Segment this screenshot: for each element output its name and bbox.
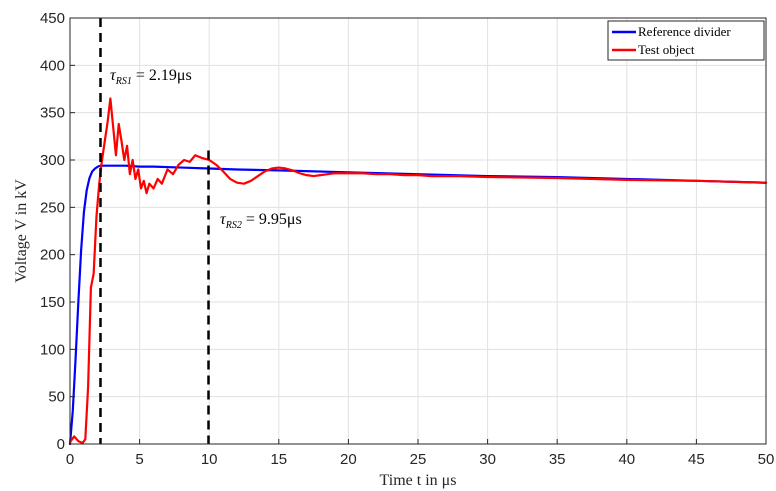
- annotation-tau-rs2-symbol: τ: [220, 211, 227, 228]
- annotation-tau-rs1: τRS1 = 2.19μs: [110, 67, 192, 87]
- y-tick-label: 150: [40, 294, 65, 311]
- annotation-lines: [99, 18, 210, 444]
- x-tick-label: 35: [549, 451, 566, 468]
- annotation-tau-rs1-value: = 2.19μs: [132, 67, 192, 84]
- y-tick-label: 250: [40, 199, 65, 216]
- annotation-tau-rs2: τRS2 = 9.95μs: [220, 211, 302, 231]
- x-tick-label: 25: [410, 451, 427, 468]
- y-tick-label: 50: [48, 389, 65, 406]
- annotation-tau-rs2-value: = 9.95μs: [242, 211, 302, 228]
- x-axis-title: Time t in μs: [380, 472, 457, 489]
- x-tick-label: 10: [201, 451, 218, 468]
- x-tick-label: 30: [479, 451, 496, 468]
- legend-label-reference-divider: Reference divider: [638, 24, 731, 39]
- legend-box: [607, 20, 765, 61]
- legend: Reference divider Test object: [607, 20, 765, 61]
- y-axis-title: Voltage V in kV: [13, 179, 30, 283]
- annotation-tau-rs1-subscript: RS1: [115, 76, 132, 87]
- y-tick-label: 200: [40, 247, 65, 264]
- x-tick-label: 0: [66, 451, 74, 468]
- annotation-tau-rs1-symbol: τ: [110, 67, 117, 84]
- series-line-test-object: [68, 97, 768, 445]
- x-tick-label: 40: [618, 451, 635, 468]
- y-tick-label: 300: [40, 152, 65, 169]
- ticks: 0 5 10 15 20 25 30 35 40 45 50 0 50 100 150 200 250 300 35…: [40, 10, 774, 468]
- x-tick-label: 15: [270, 451, 287, 468]
- series-layer: [68, 97, 768, 446]
- y-tick-label: 450: [40, 10, 65, 27]
- grid: [70, 18, 766, 444]
- x-tick-label: 5: [135, 451, 143, 468]
- y-tick-label: 400: [40, 57, 65, 74]
- y-tick-label: 350: [40, 105, 65, 122]
- y-tick-label: 0: [57, 436, 65, 453]
- x-tick-label: 20: [340, 451, 357, 468]
- annotation-tau-rs2-subscript: RS2: [225, 220, 242, 231]
- x-tick-label: 50: [758, 451, 775, 468]
- x-tick-label: 45: [688, 451, 705, 468]
- legend-label-test-object: Test object: [638, 42, 695, 57]
- y-tick-label: 100: [40, 341, 65, 358]
